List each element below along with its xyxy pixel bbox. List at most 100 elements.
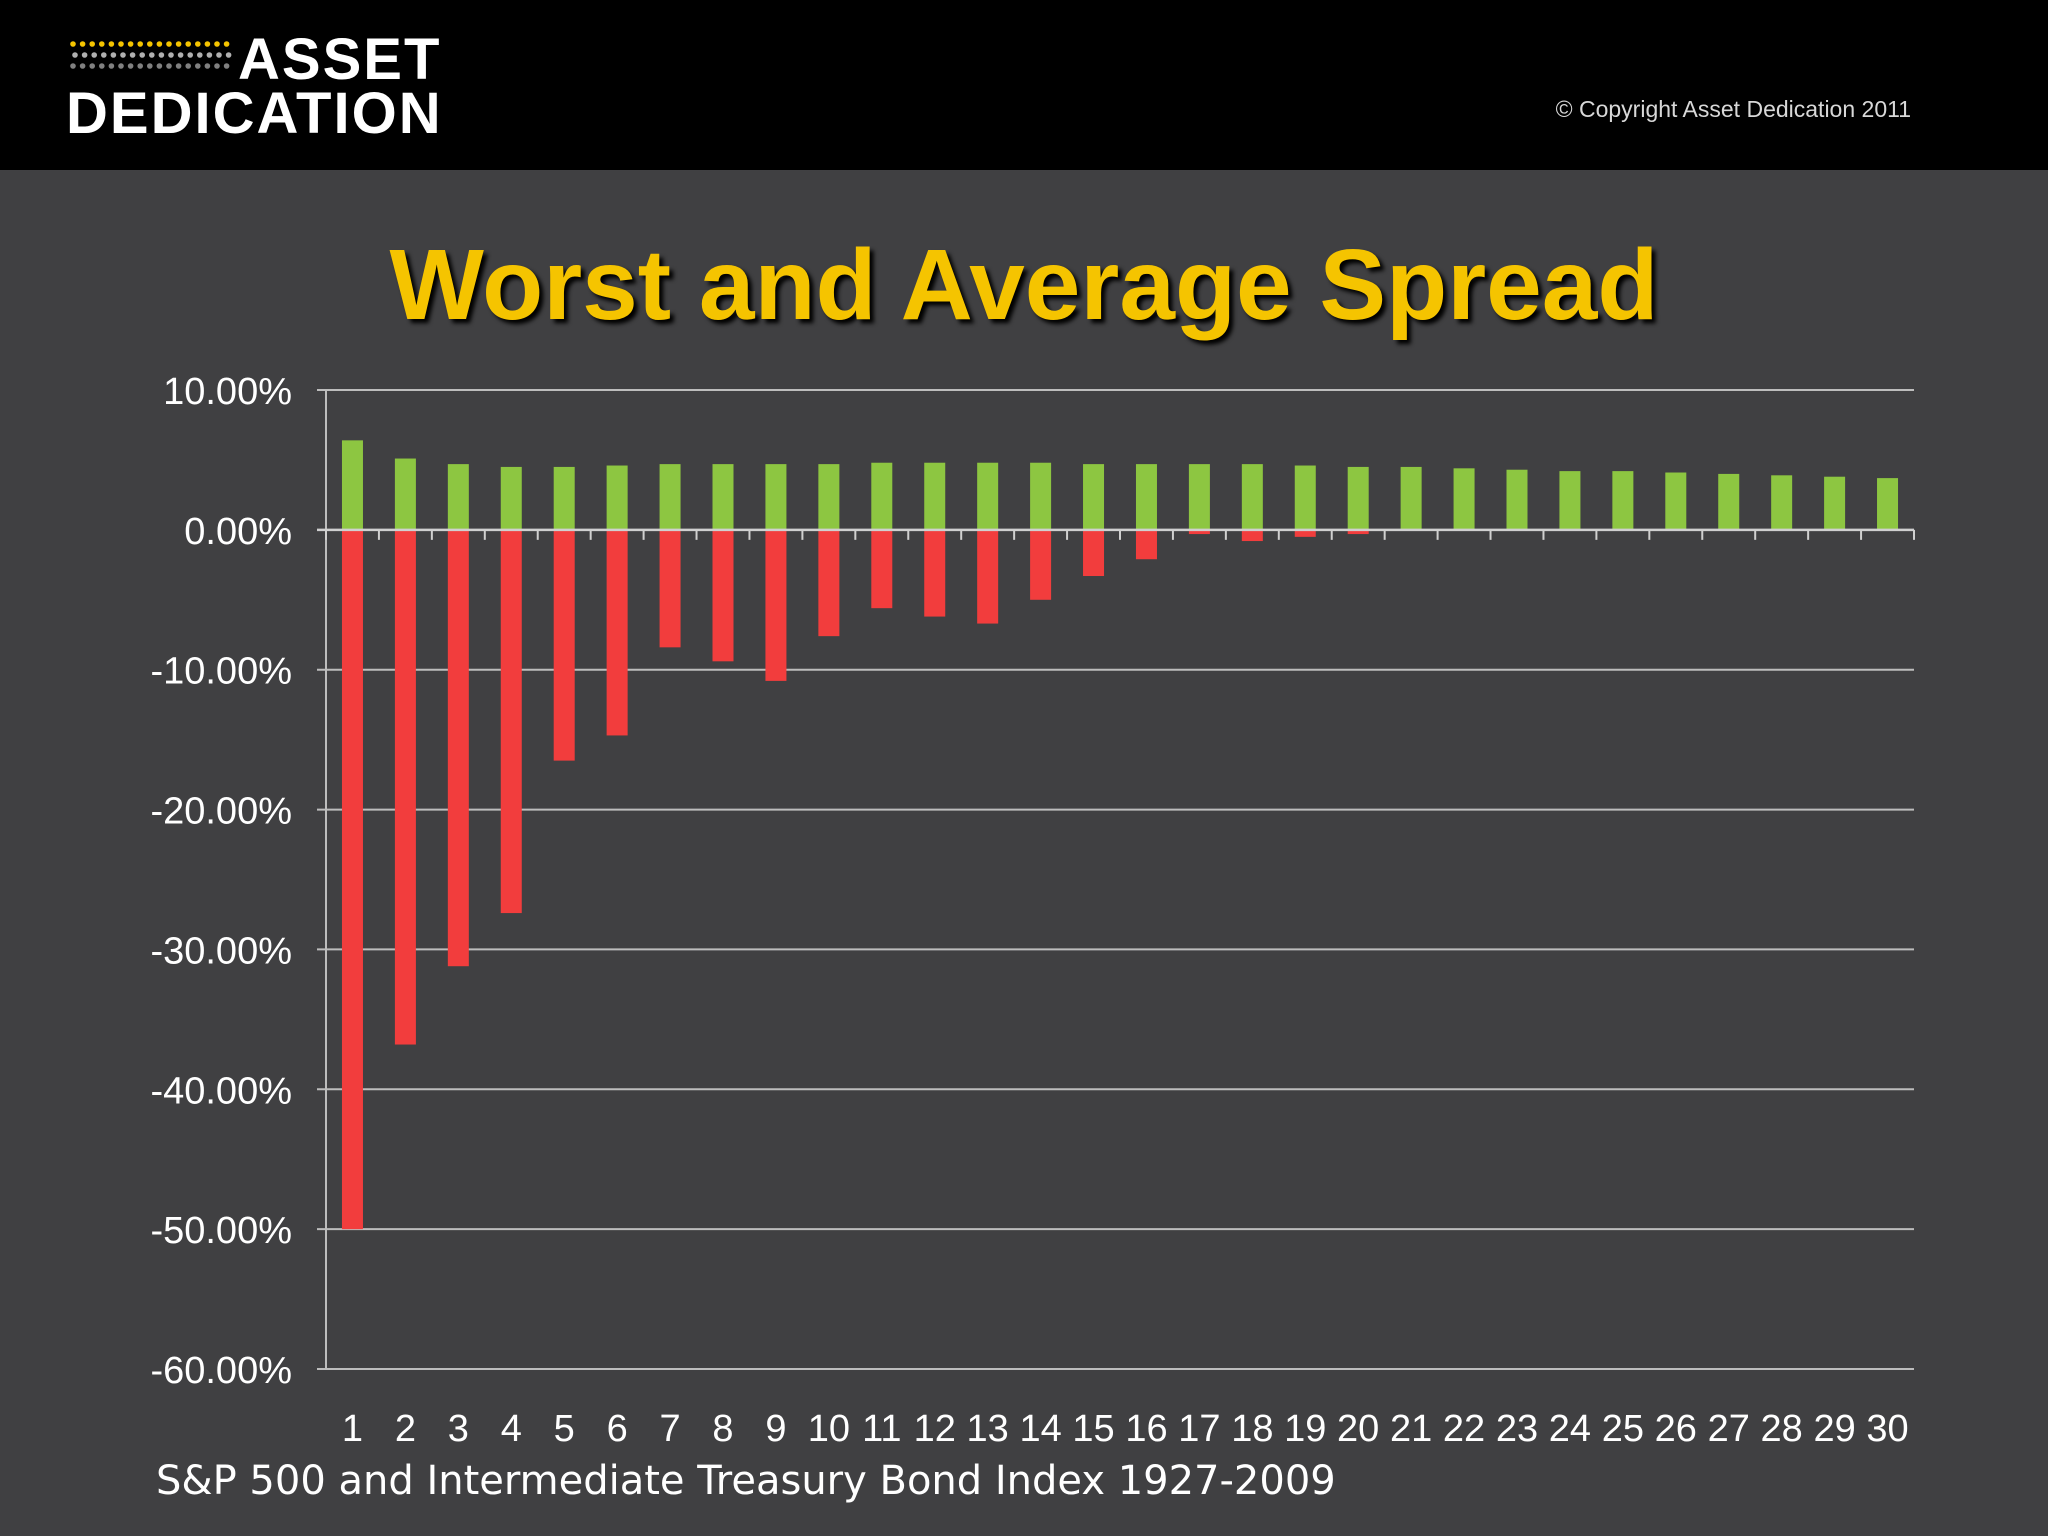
logo-dot [225,52,232,58]
logo-dot [175,41,182,47]
logo-dot [223,41,230,47]
bar-average [977,462,999,530]
logo-dot [185,63,191,69]
x-tick-label: 30 [1866,1408,1908,1450]
logo-dot [89,41,95,47]
logo-dot [118,41,124,47]
x-tick-label: 26 [1655,1408,1697,1450]
logo-dot [197,52,203,58]
x-tick-label: 14 [1019,1408,1061,1450]
logo-dot [177,52,184,58]
logo-dot [187,52,193,58]
bar-average [818,464,840,530]
logo-dot [166,41,172,47]
x-tick-label: 15 [1072,1408,1114,1450]
bar-worst [341,529,363,1230]
bar-average [765,464,787,530]
bar-average [1718,473,1740,530]
y-tick-label: -60.00% [150,1350,292,1392]
bar-worst [818,529,840,637]
logo-dot [129,52,136,58]
bar-worst [659,529,681,648]
logo-dot [118,63,124,69]
x-tick-label: 23 [1496,1408,1538,1450]
x-tick-label: 20 [1337,1408,1379,1450]
x-tick-label: 21 [1390,1408,1432,1450]
logo-dot [175,63,182,69]
logo-dot [158,52,165,58]
bar-worst [871,529,893,609]
x-tick-label: 6 [607,1408,628,1450]
bar-average [500,466,522,530]
logo-dot [127,41,134,47]
bar-worst [765,529,787,681]
logo-dot [156,41,163,47]
bar-average [1347,466,1369,530]
x-tick-label: 3 [448,1408,469,1450]
bar-worst [924,529,946,617]
bar-average [1877,478,1899,530]
bar-average [1188,464,1210,530]
bar-worst [1347,529,1369,535]
logo-dot [204,41,211,47]
logo-dot [223,63,230,69]
logo-dot [147,63,153,69]
x-tick-label: 25 [1602,1408,1644,1450]
y-tick-label: -40.00% [150,1070,292,1112]
bar-worst [394,529,416,1045]
bar-average [1559,471,1581,530]
header-bar: ASSET DEDICATION © Copyright Asset Dedic… [0,0,2048,170]
x-tick-label: 5 [554,1408,575,1450]
logo-dot [214,63,220,69]
x-tick-label: 29 [1813,1408,1855,1450]
logo-dot [139,52,145,58]
y-tick-label: -20.00% [150,791,292,833]
bar-worst [1030,529,1052,600]
bar-worst [553,529,575,761]
logo-dot [89,63,95,69]
bar-average [1400,466,1422,530]
x-tick-label: 10 [808,1408,850,1450]
x-tick-label: 18 [1231,1408,1273,1450]
logo-dot [204,63,211,69]
x-tick-label: 4 [501,1408,522,1450]
logo-dot [81,52,88,58]
logo-dot [156,63,163,69]
x-tick-label: 11 [862,1408,901,1450]
bar-average [1506,469,1528,530]
logo-dot [108,63,115,69]
logo-dot [70,63,76,69]
bar-average [871,462,893,530]
logo-dot [79,63,86,69]
logo-dot [166,63,172,69]
bar-worst [606,529,628,736]
logo-dot [99,63,105,69]
bar-average [1824,476,1846,530]
bar-average [924,462,946,530]
logo-dot [91,52,97,58]
bar-worst [1294,529,1316,537]
logo-dot [149,52,155,58]
x-tick-label: 22 [1443,1408,1485,1450]
logo-dot [195,41,201,47]
x-tick-label: 9 [765,1408,786,1450]
bar-average [1083,464,1105,530]
logo-dot [101,52,107,58]
y-tick-label: 10.00% [163,371,292,413]
bar-average [447,464,469,530]
bar-average [1771,475,1793,530]
bar-average [1665,472,1687,530]
bar-average [659,464,681,530]
bar-worst [1188,529,1210,535]
x-tick-label: 8 [712,1408,733,1450]
y-tick-label: -10.00% [150,651,292,693]
bar-average [1030,462,1052,530]
logo-dot [127,63,134,69]
logo-dot [72,52,78,58]
x-tick-label: 1 [342,1408,363,1450]
bar-worst [1241,529,1263,542]
x-tick-label: 13 [967,1408,1009,1450]
x-tick-label: 2 [395,1408,416,1450]
x-tick-label: 28 [1761,1408,1803,1450]
